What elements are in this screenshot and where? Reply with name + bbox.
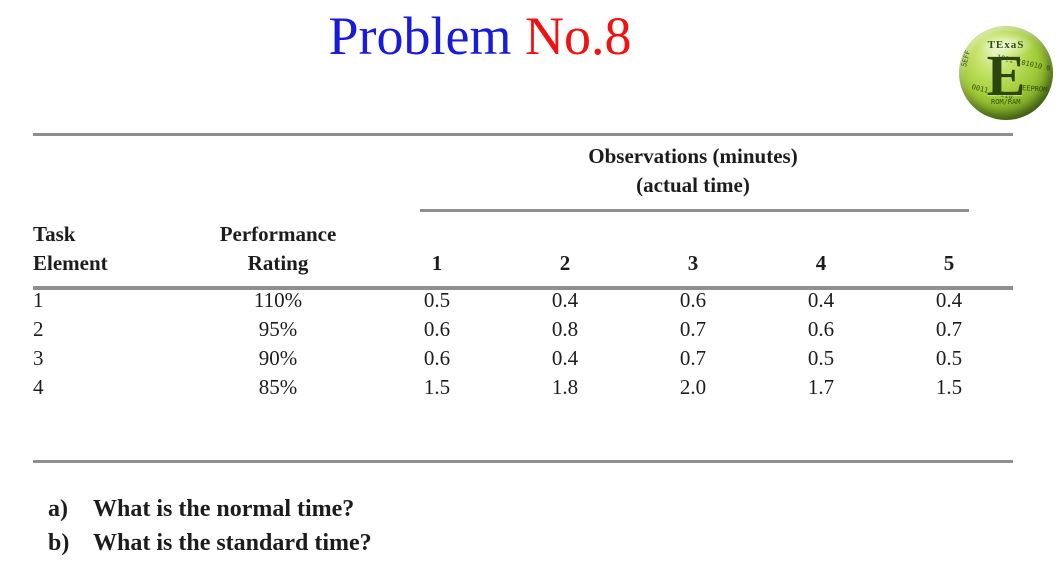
- title-part-red: No.8: [525, 6, 632, 66]
- observations-header-line2: (actual time): [636, 173, 750, 197]
- table-cell-obs: 0.4: [807, 288, 835, 312]
- table-rule-top: [33, 133, 1013, 136]
- col-header-obs-5: 5: [885, 209, 1013, 286]
- table-cell-obs: 0.6: [423, 317, 451, 341]
- table-cell-obs: 0.7: [935, 317, 963, 341]
- col-header-obs-4-label: 4: [815, 251, 827, 275]
- col-header-obs-2: 2: [501, 209, 629, 286]
- table-cell-obs: 0.8: [551, 317, 579, 341]
- col-header-element: Element: [33, 251, 108, 275]
- table-cell-rating: 85%: [258, 375, 298, 399]
- col-header-obs-4: 4: [757, 209, 885, 286]
- table-rule-observations: [420, 209, 969, 212]
- logo-highlight: [977, 32, 1035, 58]
- table-cell-rating: 90%: [258, 346, 298, 370]
- table-cell-rating: 110%: [253, 288, 303, 312]
- col-header-obs-3-label: 3: [687, 251, 699, 275]
- col-header-obs-1-label: 1: [431, 251, 443, 275]
- questions-list: a) What is the normal time? b) What is t…: [48, 492, 372, 560]
- table-grid: Observations (minutes) (actual time) Tas…: [33, 133, 1013, 402]
- logo-letter-e: E: [986, 43, 1026, 108]
- question-b: b) What is the standard time?: [48, 526, 372, 560]
- table-rule-bottom: [33, 460, 1013, 463]
- observations-header: Observations (minutes) (actual time): [373, 133, 1013, 209]
- table-cell-obs: 0.5: [807, 346, 835, 370]
- table-rule-header: [33, 286, 1013, 290]
- col-header-obs-5-label: 5: [943, 251, 955, 275]
- observations-table: Observations (minutes) (actual time) Tas…: [33, 133, 1013, 463]
- question-b-label: b): [48, 530, 70, 556]
- table-cell-task: 3: [33, 346, 44, 370]
- col-header-task-element: Task Element: [33, 209, 183, 286]
- table-cell-task: 4: [33, 375, 44, 399]
- table-cell-obs: 1.8: [551, 375, 579, 399]
- texas-logo: 5EFF 1011 101010 0 EEPROM ROM/RAM 0011 0…: [953, 26, 1053, 128]
- table-cell-obs: 0.6: [423, 346, 451, 370]
- table-cell-obs: 0.6: [807, 317, 835, 341]
- col-header-obs-3: 3: [629, 209, 757, 286]
- table-cell-task: 1: [33, 288, 44, 312]
- logo-code-text: ROM/RAM: [991, 98, 1021, 106]
- table-cell-obs: 0.7: [679, 346, 707, 370]
- table-cell-rating: 95%: [258, 317, 298, 341]
- table-cell-obs: 1.5: [935, 375, 963, 399]
- col-header-rating: Rating: [247, 251, 309, 275]
- question-a-label: a): [48, 496, 68, 522]
- col-header-obs-1: 1: [373, 209, 501, 286]
- logo-texas-label: TExaS: [987, 39, 1025, 51]
- observations-header-line1: Observations (minutes): [588, 144, 798, 168]
- col-header-performance-rating: Performance Rating: [183, 209, 373, 286]
- spacer: [183, 133, 373, 209]
- col-header-performance: Performance: [219, 222, 337, 246]
- table-cell-task: 2: [33, 317, 44, 341]
- page-title: Problem No.8: [0, 4, 960, 68]
- title-part-blue: Problem: [328, 6, 525, 66]
- table-cell-obs: 0.6: [679, 288, 707, 312]
- question-b-text: What is the standard time?: [93, 530, 372, 556]
- question-a: a) What is the normal time?: [48, 492, 372, 526]
- col-header-obs-2-label: 2: [559, 251, 571, 275]
- table-cell-obs: 0.4: [551, 288, 579, 312]
- table-cell-obs: 0.7: [679, 317, 707, 341]
- table-cell-obs: 1.5: [423, 375, 451, 399]
- table-cell-obs: 0.4: [551, 346, 579, 370]
- table-cell-obs: 0.5: [935, 346, 963, 370]
- table-cell-obs: 0.4: [935, 288, 963, 312]
- question-a-text: What is the normal time?: [93, 496, 355, 522]
- spacer: [33, 133, 183, 209]
- col-header-task: Task: [33, 222, 76, 246]
- table-cell-obs: 1.7: [807, 375, 835, 399]
- table-cell-obs: 2.0: [679, 375, 707, 399]
- table-cell-obs: 0.5: [423, 288, 451, 312]
